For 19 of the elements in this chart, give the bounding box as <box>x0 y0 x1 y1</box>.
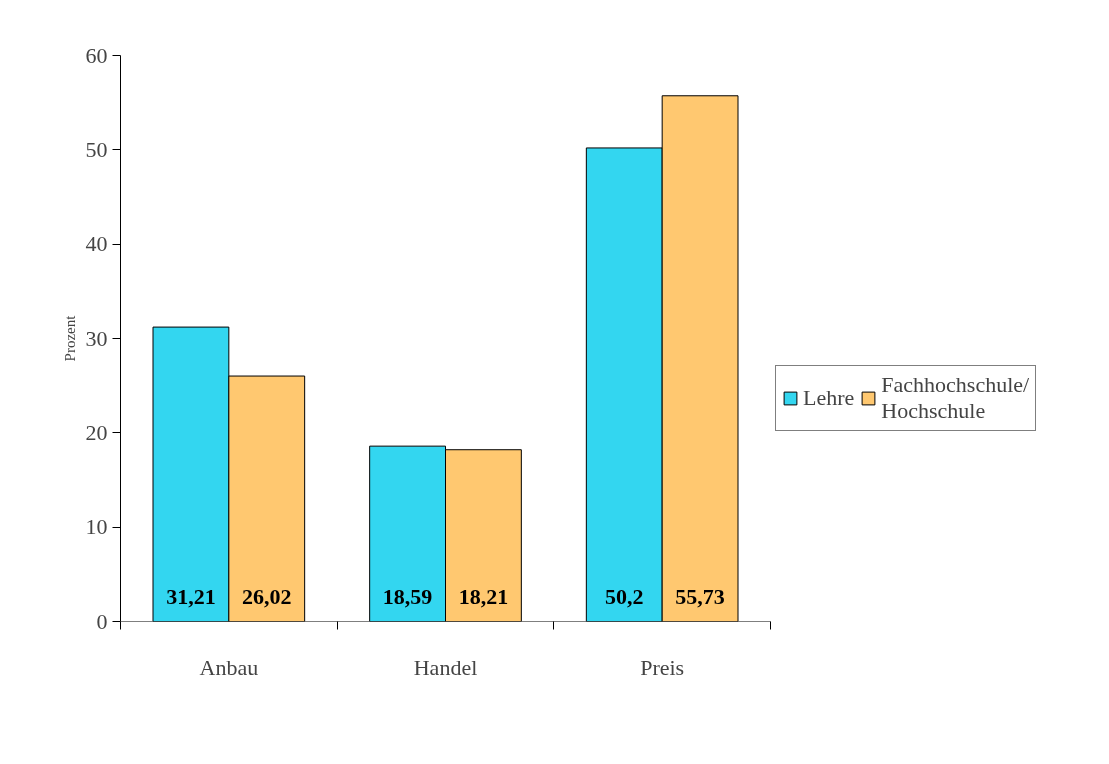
x-tick-label: Preis <box>640 654 685 680</box>
y-tick-label: 20 <box>85 419 108 445</box>
text: 31,21 <box>166 583 216 609</box>
y-tick-label: 30 <box>85 325 108 351</box>
x-tick-label: Handel <box>413 654 478 680</box>
text: 55,73 <box>675 583 725 609</box>
text: 18,21 <box>458 583 509 609</box>
legend-label: Lehre <box>803 385 855 411</box>
y-tick-label: 50 <box>85 136 108 162</box>
y-axis-title: Prozent <box>61 314 78 362</box>
y-tick-label: 10 <box>85 514 108 540</box>
y-tick-label: 60 <box>85 42 108 68</box>
x-tick-label: Anbau <box>199 654 259 680</box>
text: 18,59 <box>382 583 433 609</box>
text: 26,02 <box>242 583 292 609</box>
legend-label: Fachhochschule/Hochschule <box>881 372 1030 424</box>
text: 50,2 <box>605 583 644 609</box>
y-tick-label: 0 <box>96 608 108 634</box>
y-tick-label: 40 <box>85 231 108 257</box>
